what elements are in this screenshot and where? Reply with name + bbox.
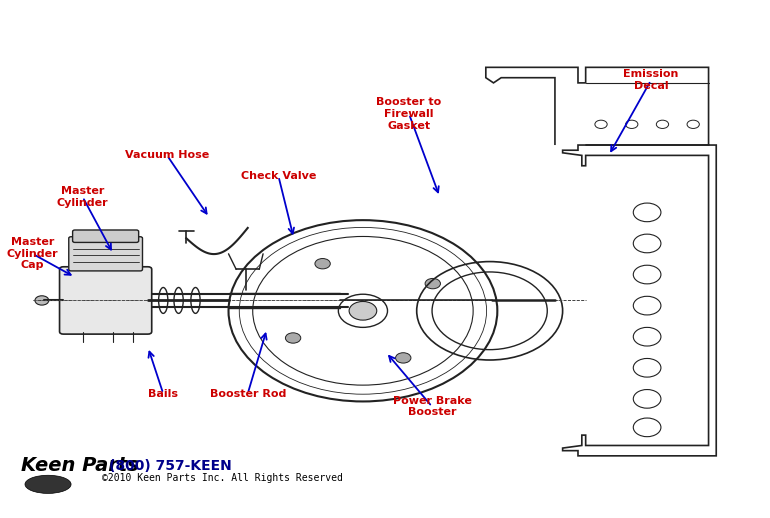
Text: Master
Cylinder
Cap: Master Cylinder Cap — [7, 237, 59, 270]
Circle shape — [425, 279, 440, 289]
Circle shape — [35, 296, 49, 305]
Text: Bails: Bails — [149, 388, 178, 399]
Text: Vacuum Hose: Vacuum Hose — [125, 150, 209, 161]
Text: ©2010 Keen Parts Inc. All Rights Reserved: ©2010 Keen Parts Inc. All Rights Reserve… — [102, 473, 343, 483]
Text: Keen Parts: Keen Parts — [21, 456, 139, 476]
FancyBboxPatch shape — [59, 267, 152, 334]
Circle shape — [286, 333, 301, 343]
FancyBboxPatch shape — [69, 237, 142, 271]
Circle shape — [315, 258, 330, 269]
Text: Booster Rod: Booster Rod — [209, 388, 286, 399]
Circle shape — [396, 353, 411, 363]
Text: Master
Cylinder: Master Cylinder — [57, 186, 109, 208]
Text: Power Brake
Booster: Power Brake Booster — [393, 396, 471, 418]
Text: Check Valve: Check Valve — [241, 171, 316, 181]
Text: Booster to
Firewall
Gasket: Booster to Firewall Gasket — [377, 97, 442, 131]
FancyBboxPatch shape — [72, 230, 139, 242]
Circle shape — [349, 301, 377, 320]
Text: Emission
Decal: Emission Decal — [623, 69, 678, 91]
Text: (800) 757-KEEN: (800) 757-KEEN — [109, 459, 233, 473]
Ellipse shape — [25, 476, 71, 493]
